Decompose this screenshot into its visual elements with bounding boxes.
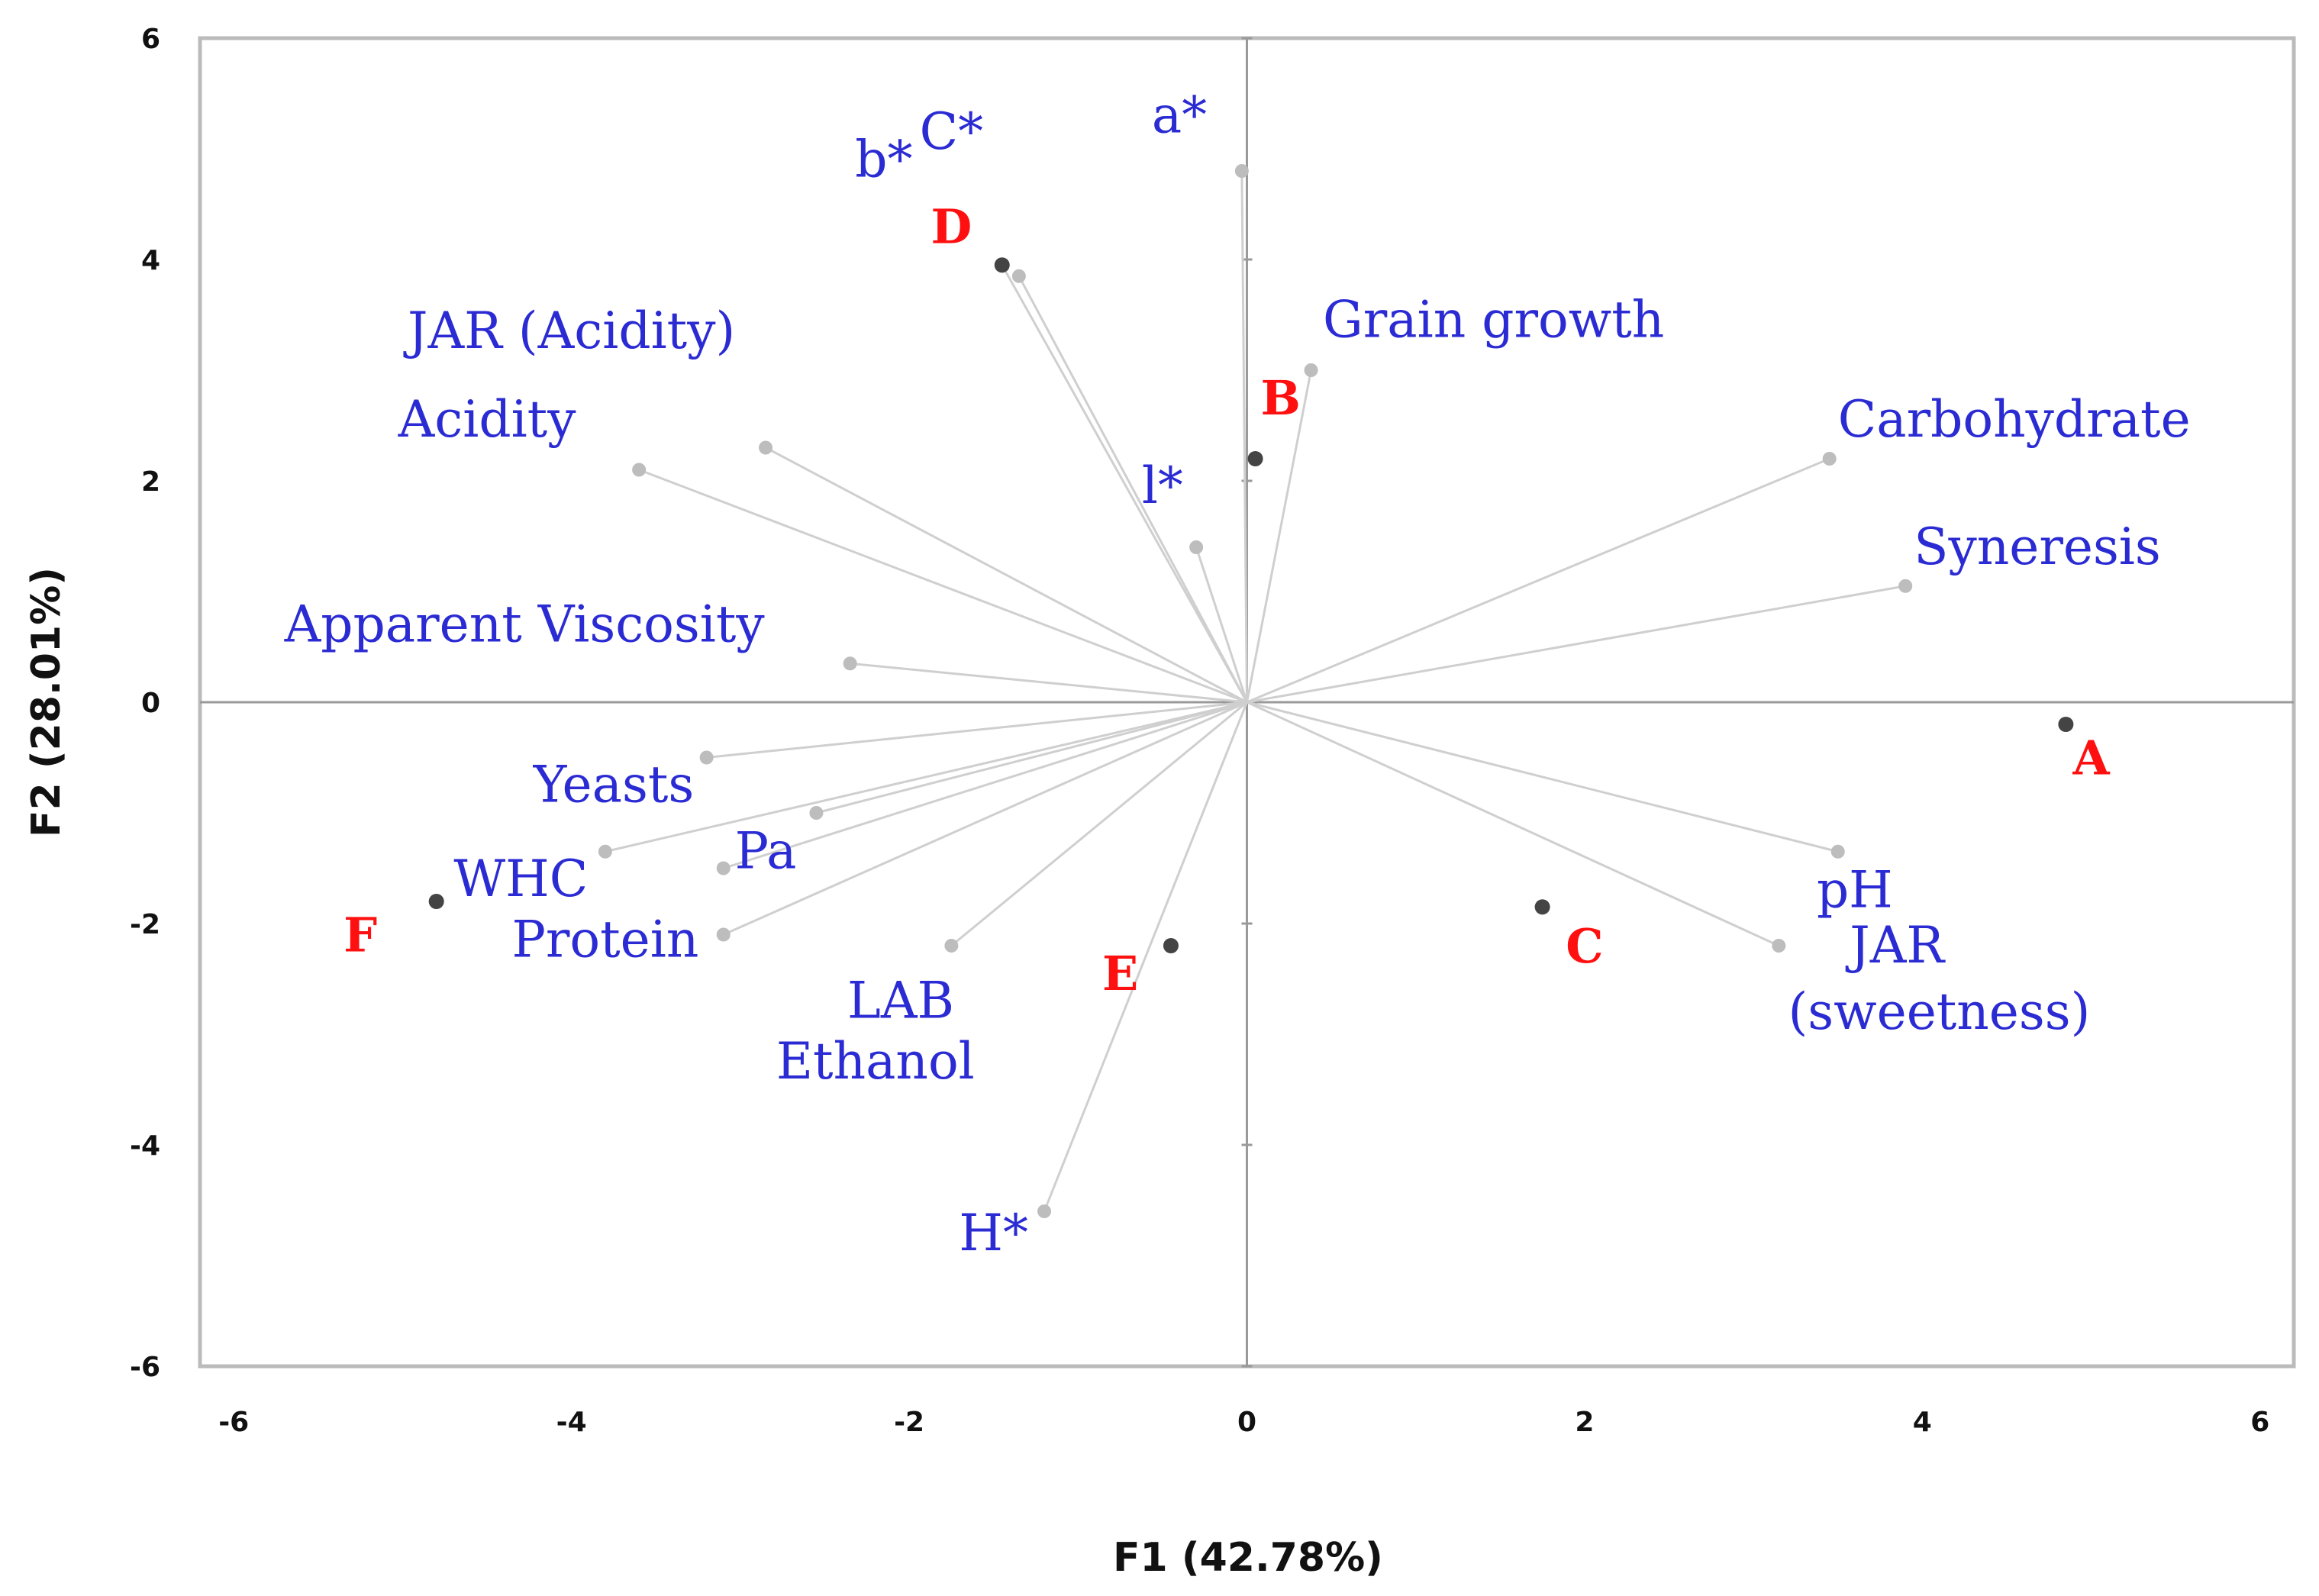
variable-label-apparent-viscosity: Apparent Viscosity <box>284 595 766 653</box>
variable-point-apparent-viscosity <box>843 656 857 671</box>
variable-label-whc: WHC <box>453 850 588 908</box>
observation-label-b: B <box>1261 370 1301 426</box>
x-tick-label: 6 <box>2250 1407 2269 1438</box>
x-tick-label: 0 <box>1237 1407 1256 1438</box>
variable-label-jar: JAR <box>1845 916 1946 975</box>
y-tick-label: -6 <box>130 1352 160 1383</box>
variable-point-yeasts <box>699 750 714 765</box>
variable-vectors <box>605 170 1906 1212</box>
observation-label-c: C <box>1566 918 1603 974</box>
variable-label-h: H* <box>959 1204 1028 1262</box>
observation-label-d: D <box>931 198 972 254</box>
vector-whc <box>605 701 1247 853</box>
data-points <box>428 164 2074 1218</box>
variable-point-jar-acidity <box>759 440 773 455</box>
variable-label-c: C* <box>920 102 984 161</box>
observation-point-e <box>1163 938 1179 953</box>
vector-a <box>1240 170 1248 703</box>
vector-l <box>1195 547 1248 703</box>
variable-point-c <box>1011 269 1026 283</box>
vector-lab <box>950 701 1248 947</box>
variable-label-sweetness: (sweetness) <box>1788 982 2091 1041</box>
variable-point-a <box>1234 164 1249 178</box>
vector-h <box>1043 701 1248 1212</box>
observation-label-e: E <box>1102 946 1138 1001</box>
variable-point-grain-growth <box>1304 363 1318 377</box>
variable-label-b: b* <box>855 130 912 189</box>
axis-ticks: -6 -4 -2 0 2 4 6 -6 -4 -2 0 2 4 6 <box>130 24 2269 1438</box>
variable-label-l: l* <box>1142 456 1183 515</box>
variable-point-pa <box>809 806 824 820</box>
vector-syneresis <box>1247 585 1906 704</box>
y-tick-label: 0 <box>141 688 160 719</box>
variable-label-acidity: Acidity <box>398 390 577 449</box>
vector-pa <box>816 701 1247 814</box>
observation-point-f <box>428 894 444 909</box>
variable-point-whc <box>598 844 612 859</box>
variable-label-grain-growth: Grain growth <box>1323 291 1664 350</box>
vector-carbohydrate <box>1246 457 1830 704</box>
vector-yeasts <box>706 701 1247 759</box>
y-tick-label: -4 <box>130 1130 160 1162</box>
vector-b <box>1001 264 1248 703</box>
y-tick-label: 4 <box>141 245 160 276</box>
variable-point-lab <box>944 939 959 953</box>
variable-point-h <box>1037 1204 1052 1218</box>
vector-jar <box>1246 701 1779 947</box>
vector-ethanol <box>723 701 1248 936</box>
x-tick-label: -4 <box>556 1407 587 1438</box>
variable-label-ph: pH <box>1817 860 1893 919</box>
vector-ph <box>1247 701 1839 853</box>
variable-label-carbohydrate: Carbohydrate <box>1838 390 2191 449</box>
observation-point-d <box>994 257 1010 273</box>
variable-point-ph <box>1830 844 1845 859</box>
vector-jar-acidity <box>765 447 1248 704</box>
variable-label-syneresis: Syneresis <box>1914 517 2161 576</box>
variable-point-ethanol <box>716 927 731 942</box>
x-tick-label: -2 <box>894 1407 924 1438</box>
observation-point-a <box>2058 717 2074 732</box>
vector-apparent-viscosity <box>850 662 1247 704</box>
variable-point-acidity <box>632 463 647 477</box>
observation-point-b <box>1247 451 1263 466</box>
observation-point-c <box>1534 899 1550 915</box>
variable-point-protein <box>716 861 731 875</box>
variable-label-yeasts: Yeasts <box>533 756 695 814</box>
observation-label-a: A <box>2072 730 2110 785</box>
variable-point-l <box>1189 540 1204 554</box>
variable-label-pa: Pa <box>735 822 797 881</box>
vector-c <box>1018 276 1248 703</box>
vector-grain-growth <box>1246 369 1313 703</box>
variable-point-jar <box>1772 939 1786 953</box>
variable-label-ethanol: Ethanol <box>776 1032 975 1091</box>
variable-label-lab: LAB <box>847 971 954 1030</box>
point-labels: b* C* a* JAR (Acidity) Acidity Grain growth l*… <box>284 85 2191 1262</box>
x-tick-label: 4 <box>1913 1407 1932 1438</box>
variable-point-carbohydrate <box>1822 452 1837 466</box>
observation-label-f: F <box>343 907 377 962</box>
y-tick-label: -2 <box>130 909 160 940</box>
vector-protein <box>723 701 1247 869</box>
x-tick-label: 2 <box>1575 1407 1594 1438</box>
y-tick-label: 6 <box>141 24 160 55</box>
x-tick-label: -6 <box>218 1407 249 1438</box>
variable-label-jar-acidity: JAR (Acidity) <box>403 301 735 360</box>
variable-label-protein: Protein <box>511 911 698 969</box>
variable-label-a: a* <box>1152 85 1207 144</box>
x-axis-title: F1 (42.78%) <box>1113 1535 1383 1581</box>
vector-acidity <box>638 469 1248 704</box>
y-tick-label: 2 <box>141 466 160 498</box>
variable-point-syneresis <box>1898 579 1913 593</box>
y-axis-title: F2 (28.01%) <box>24 567 69 837</box>
